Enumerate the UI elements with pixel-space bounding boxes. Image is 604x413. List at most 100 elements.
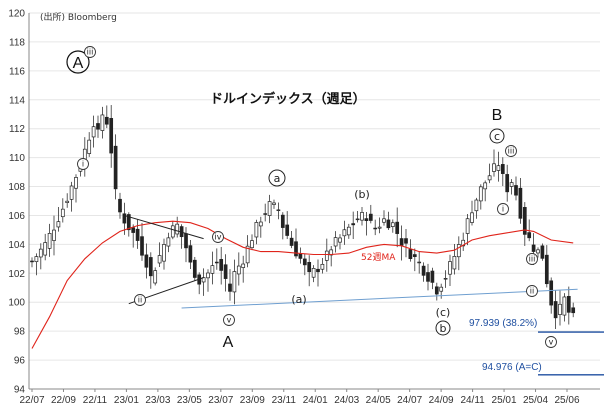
candle-body: [311, 268, 316, 278]
candle-body: [219, 259, 224, 271]
source-label: (出所) Bloomberg: [40, 11, 117, 23]
candle-body: [456, 244, 461, 258]
x-tick-label: 24/05: [366, 395, 391, 406]
wave-iv-marker: [212, 231, 224, 243]
candle-body: [448, 261, 452, 275]
candle-body: [135, 228, 140, 241]
wave-a-ring: [268, 169, 286, 187]
candle-body: [250, 240, 254, 249]
annotations: A A B c a (b) (a) (c) b 52週MA 97.939 (38…: [66, 50, 542, 373]
candle-body: [307, 261, 312, 273]
candle-body: [483, 182, 488, 190]
candle-body: [223, 264, 228, 279]
candle-body: [109, 118, 114, 154]
y-tick-label: 112: [9, 124, 25, 135]
candle-body: [373, 227, 378, 230]
wave-ii-marker: [134, 294, 146, 306]
wave-i-b-marker-label: i: [502, 205, 504, 214]
x-tick-label: 23/03: [145, 395, 170, 406]
candle-body: [206, 272, 210, 279]
candle-body: [320, 263, 325, 270]
candle-body: [514, 185, 518, 196]
candle-body: [443, 278, 448, 280]
candle-body: [91, 126, 96, 138]
candle-body: [566, 295, 571, 313]
wave-i-b-marker: [497, 203, 509, 215]
candle-body: [509, 182, 514, 187]
candle-body: [285, 224, 290, 236]
candle-body: [399, 238, 404, 246]
candle-body: [487, 175, 492, 181]
candle-body: [434, 286, 439, 295]
candle-body: [377, 226, 382, 229]
candle-body: [470, 212, 474, 223]
candle-body: [382, 218, 386, 223]
candle-body: [245, 245, 250, 264]
circled-a-label: A: [73, 55, 84, 72]
candle-body: [104, 116, 109, 125]
x-tick-label: 25/01: [492, 395, 517, 406]
wave-iii-c-marker: [526, 253, 538, 265]
candle-body: [368, 213, 373, 221]
fib-ac-label: 94.976 (A=C): [482, 362, 542, 373]
candle-body: [153, 270, 158, 284]
candle-body: [131, 227, 136, 233]
candle-body: [38, 248, 43, 258]
candle-body: [527, 232, 532, 239]
candle-body: [439, 286, 444, 292]
x-tick-label: 25/06: [554, 395, 579, 406]
x-tick-label: 24/03: [334, 395, 359, 406]
x-tick-label: 24/01: [303, 395, 328, 406]
ma-label: 52週MA: [361, 252, 396, 263]
y-tick-label: 108: [8, 182, 25, 193]
x-tick-label: 22/07: [19, 395, 44, 406]
candle-body: [210, 265, 215, 274]
candle-body: [338, 237, 342, 243]
candle-body: [34, 256, 39, 263]
ma-line: [31, 220, 574, 349]
overlay-lines: [31, 214, 604, 376]
candle-body: [228, 283, 232, 292]
wave-ii-c-marker: [526, 285, 538, 297]
wave-b-circled-label: b: [440, 322, 447, 335]
candle-body: [87, 139, 92, 154]
candle-body: [188, 245, 193, 263]
wave-v-c-marker-label: v: [549, 338, 554, 347]
candle-body: [157, 255, 162, 264]
candle-body: [549, 280, 554, 306]
y-tick-label: 114: [9, 95, 25, 106]
wave-c-upper-ring: [489, 128, 505, 144]
x-tick-label: 24/09: [429, 395, 454, 406]
triangle-upper-line: [124, 214, 204, 240]
x-tick-label: 23/01: [114, 395, 139, 406]
candle-body: [571, 307, 576, 314]
candle-body: [276, 209, 281, 212]
x-tick-label: 23/09: [240, 395, 265, 406]
candle-body: [170, 225, 175, 238]
candle-body: [298, 253, 303, 259]
candle-body: [148, 257, 153, 277]
candle-body: [478, 186, 483, 202]
candle-body: [531, 244, 536, 252]
wave-a-label: A: [223, 334, 234, 351]
candle-body: [241, 263, 246, 268]
candle-body: [122, 213, 127, 224]
y-tick-label: 100: [8, 298, 25, 309]
x-tick-label: 23/05: [177, 395, 202, 406]
y-tick-label: 104: [8, 240, 25, 251]
y-tick-label: 96: [14, 356, 26, 367]
y-tick-label: 120: [8, 9, 25, 20]
wave-i-marker-label: i: [82, 160, 84, 169]
candles: [30, 105, 576, 329]
x-tick-label: 25/04: [523, 395, 548, 406]
candle-body: [324, 250, 329, 261]
candle-body: [386, 219, 391, 229]
candle-body: [232, 271, 237, 293]
candle-body: [404, 238, 408, 244]
candle-body: [492, 163, 496, 172]
candle-body: [254, 222, 259, 238]
candle-body: [43, 242, 48, 256]
y-tick-label: 110: [9, 153, 25, 164]
candle-body: [100, 114, 105, 131]
